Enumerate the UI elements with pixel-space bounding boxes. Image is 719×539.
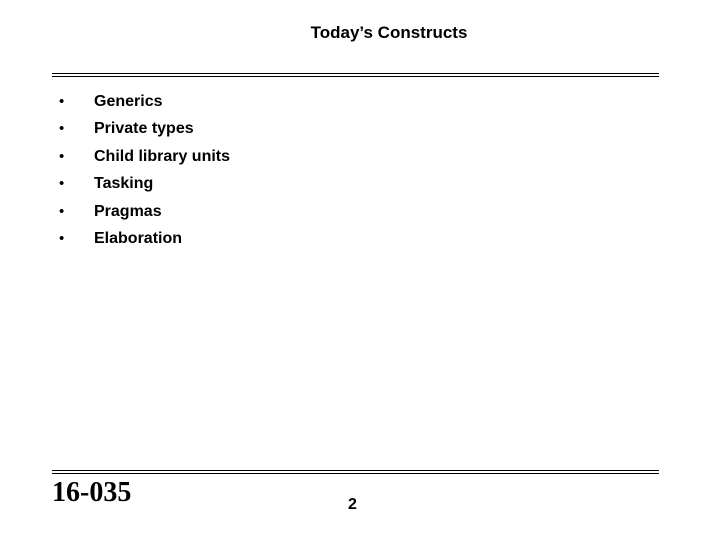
bullet-dot-icon: • <box>59 202 65 220</box>
bullet-text: Generics <box>94 93 163 110</box>
bullet-text: Private types <box>94 120 194 138</box>
bullet-dot-icon: • <box>59 120 65 138</box>
bullet-dot-icon: • <box>59 147 65 165</box>
bullet-text: Child library units <box>94 147 231 165</box>
bullet-text: Tasking <box>94 175 154 193</box>
bullet-text: Pragmas <box>94 202 162 220</box>
header-rule-upper <box>52 73 659 74</box>
bullet-text: Elaboration <box>94 229 183 247</box>
bullet-dot-icon: • <box>59 175 65 193</box>
bullet-dot-icon: • <box>59 229 65 247</box>
page-number: 2 <box>348 496 357 513</box>
bullet-dot-icon: • <box>59 93 65 110</box>
course-code: 16-035 <box>52 477 132 508</box>
slide-title: Today’s Constructs <box>310 23 468 42</box>
footer-rule-upper <box>52 470 659 471</box>
header-rule-lower <box>52 76 659 77</box>
footer-rule-lower <box>52 473 659 474</box>
